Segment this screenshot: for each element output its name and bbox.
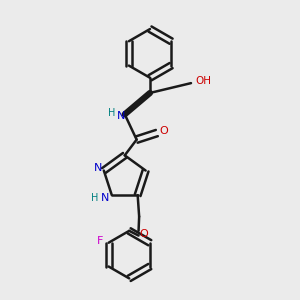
Text: O: O <box>159 126 168 136</box>
Text: N: N <box>101 193 110 203</box>
Text: N: N <box>94 163 102 173</box>
Text: F: F <box>97 236 103 246</box>
Text: O: O <box>140 229 148 239</box>
Text: H: H <box>91 193 98 203</box>
Text: N: N <box>117 110 125 121</box>
Text: H: H <box>108 108 115 118</box>
Text: OH: OH <box>196 76 211 86</box>
